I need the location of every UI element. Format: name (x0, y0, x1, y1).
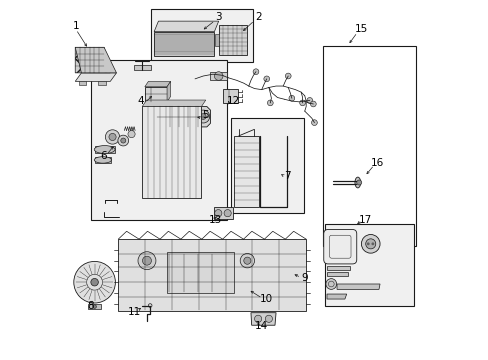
Text: 12: 12 (226, 96, 239, 106)
Text: 8: 8 (87, 301, 94, 311)
Text: 5: 5 (202, 111, 208, 121)
Polygon shape (215, 34, 218, 46)
Circle shape (74, 261, 115, 303)
Circle shape (285, 73, 290, 79)
Polygon shape (156, 107, 210, 127)
Bar (91, 59, 226, 220)
Circle shape (244, 257, 250, 264)
Circle shape (171, 259, 187, 275)
Polygon shape (223, 89, 238, 103)
Polygon shape (149, 109, 156, 125)
Circle shape (267, 100, 273, 106)
Text: 10: 10 (259, 294, 272, 304)
Circle shape (306, 98, 312, 103)
Circle shape (224, 210, 231, 217)
Circle shape (371, 242, 373, 245)
Circle shape (196, 110, 209, 123)
Polygon shape (94, 157, 111, 163)
Circle shape (366, 242, 369, 245)
Polygon shape (142, 100, 205, 107)
Polygon shape (118, 239, 305, 311)
Text: 13: 13 (208, 215, 221, 225)
Polygon shape (144, 81, 170, 87)
Text: 11: 11 (127, 307, 141, 317)
Circle shape (138, 252, 156, 270)
Circle shape (128, 131, 135, 138)
Polygon shape (75, 47, 116, 73)
Circle shape (121, 138, 125, 143)
Ellipse shape (354, 177, 360, 188)
Circle shape (365, 239, 375, 249)
Circle shape (214, 210, 222, 217)
Circle shape (200, 114, 206, 120)
Text: 3: 3 (215, 12, 222, 22)
Circle shape (105, 130, 120, 144)
FancyBboxPatch shape (323, 229, 356, 264)
Bar (234, 136, 258, 207)
Polygon shape (214, 207, 232, 220)
Polygon shape (154, 32, 214, 56)
Text: 14: 14 (255, 321, 268, 331)
Polygon shape (144, 87, 167, 102)
Polygon shape (167, 81, 170, 102)
Circle shape (93, 305, 96, 309)
Polygon shape (326, 294, 346, 299)
Ellipse shape (94, 157, 111, 163)
Bar (325, 225, 413, 306)
Circle shape (175, 263, 183, 271)
Polygon shape (210, 72, 227, 80)
Text: 4: 4 (137, 96, 143, 106)
Bar (322, 45, 415, 246)
Polygon shape (336, 284, 379, 289)
Circle shape (254, 315, 261, 322)
Text: 1: 1 (73, 21, 79, 31)
Circle shape (109, 134, 116, 140)
Circle shape (214, 72, 223, 80)
Polygon shape (75, 47, 110, 73)
Bar (142, 107, 201, 198)
Circle shape (356, 180, 361, 185)
Circle shape (361, 234, 379, 253)
Polygon shape (94, 146, 115, 153)
Polygon shape (88, 304, 101, 310)
Circle shape (253, 69, 258, 75)
Circle shape (288, 95, 294, 101)
Polygon shape (75, 73, 116, 81)
Polygon shape (250, 313, 276, 325)
Bar (167, 252, 233, 293)
Text: 7: 7 (284, 171, 290, 181)
Text: 15: 15 (354, 24, 367, 35)
Ellipse shape (94, 145, 115, 153)
Polygon shape (218, 25, 246, 55)
Polygon shape (154, 21, 218, 32)
Circle shape (142, 256, 151, 265)
Bar (230, 118, 304, 213)
Text: 16: 16 (370, 158, 384, 168)
Polygon shape (79, 81, 86, 85)
Text: 17: 17 (358, 215, 371, 225)
Circle shape (325, 279, 336, 289)
Circle shape (311, 120, 317, 126)
Circle shape (91, 279, 98, 286)
Bar (150, 9, 252, 62)
Circle shape (299, 100, 305, 106)
Circle shape (310, 101, 316, 107)
Text: 6: 6 (101, 150, 107, 161)
Circle shape (118, 135, 128, 146)
Text: 2: 2 (254, 12, 261, 22)
Polygon shape (98, 81, 106, 85)
Circle shape (265, 315, 272, 322)
Polygon shape (134, 65, 150, 69)
Polygon shape (326, 266, 349, 270)
Polygon shape (326, 272, 347, 276)
Circle shape (240, 253, 254, 268)
Circle shape (264, 76, 269, 82)
Text: 9: 9 (301, 273, 307, 283)
